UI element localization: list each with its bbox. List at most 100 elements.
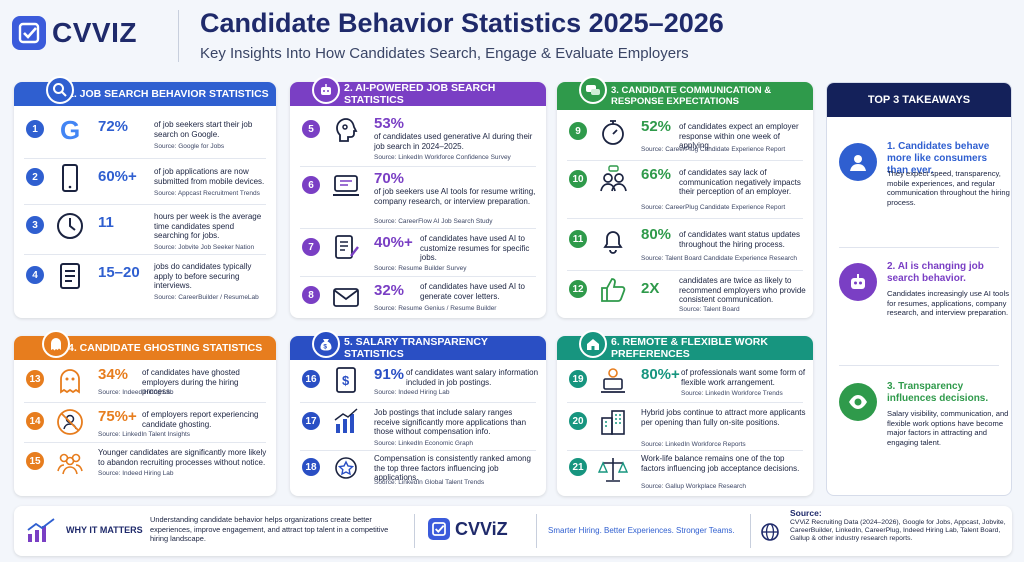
robot-icon bbox=[839, 263, 877, 301]
section-title: 2. AI-POWERED JOB SEARCH STATISTICS bbox=[344, 82, 496, 106]
salary-document-icon: $ bbox=[330, 364, 362, 396]
search-icon bbox=[46, 76, 74, 104]
stat-description: of employers report experiencing candida… bbox=[142, 410, 259, 429]
stat-source: Source: Resume Builder Survey bbox=[374, 265, 467, 272]
divider bbox=[300, 402, 536, 403]
item-number: 10 bbox=[569, 170, 587, 188]
takeaways-title: TOP 3 TAKEAWAYS bbox=[827, 83, 1011, 117]
why-it-matters-title: WHY IT MATTERS bbox=[66, 525, 143, 535]
stat-description: Hybrid jobs continue to attract more app… bbox=[641, 408, 806, 427]
stat-description: of candidates expect an employer respons… bbox=[679, 122, 799, 151]
stat-value: 11 bbox=[98, 214, 114, 231]
divider bbox=[24, 402, 266, 403]
bell-icon bbox=[597, 224, 629, 256]
stat-description: of candidates used generative AI during … bbox=[374, 132, 533, 151]
stat-description: of candidates want salary information in… bbox=[406, 368, 539, 387]
item-number: 1 bbox=[26, 120, 44, 138]
item-number: 14 bbox=[26, 412, 44, 430]
stat-source: Source: Talent Board bbox=[679, 306, 740, 313]
balance-scale-icon bbox=[597, 454, 629, 486]
robot-icon bbox=[312, 76, 340, 104]
divider bbox=[750, 514, 751, 548]
divider bbox=[24, 204, 266, 205]
stat-value: 80% bbox=[641, 226, 672, 243]
brand-logo: CVVIZ bbox=[12, 16, 137, 50]
item-number: 8 bbox=[302, 286, 320, 304]
footer: WHY IT MATTERS Understanding candidate b… bbox=[14, 506, 1012, 556]
stat-source: Source: Talent Board Candidate Experienc… bbox=[641, 255, 797, 262]
stat-source: Source: Indeed Hiring Lab bbox=[98, 470, 174, 477]
divider bbox=[567, 402, 803, 403]
stat-description: of candidates have ghosted employers dur… bbox=[142, 368, 240, 397]
svg-text:G: G bbox=[60, 115, 80, 145]
person-icon bbox=[839, 143, 877, 181]
stat-description: of candidates say lack of communication … bbox=[679, 168, 801, 197]
logo-check-icon bbox=[12, 16, 46, 50]
stat-description: candidates are twice as likely to recomm… bbox=[679, 276, 806, 305]
remote-worker-icon bbox=[597, 364, 629, 396]
logo-check-icon bbox=[428, 518, 450, 540]
header-divider bbox=[178, 10, 179, 62]
divider bbox=[24, 254, 266, 255]
takeaway-title: 2. AI is changing job search behavior. bbox=[887, 261, 984, 284]
document-list-icon bbox=[54, 260, 86, 292]
resume-edit-icon bbox=[330, 232, 362, 264]
eye-icon bbox=[839, 383, 877, 421]
divider bbox=[300, 228, 536, 229]
ai-brain-icon bbox=[330, 114, 362, 146]
top-takeaways-panel: TOP 3 TAKEAWAYS 1. Candidates behave mor… bbox=[826, 82, 1012, 496]
divider bbox=[24, 158, 266, 159]
takeaway-description: Salary visibility, communication, and fl… bbox=[887, 409, 1009, 447]
envelope-icon bbox=[330, 280, 362, 312]
divider bbox=[567, 270, 803, 271]
chat-bubbles-icon bbox=[579, 76, 607, 104]
takeaway-description: They expect speed, transparency, mobile … bbox=[887, 169, 1010, 207]
star-badge-icon bbox=[330, 454, 362, 486]
footer-logo: CVViZ bbox=[428, 518, 508, 540]
takeaway-description: Candidates increasingly use AI tools for… bbox=[887, 289, 1009, 318]
item-number: 12 bbox=[569, 280, 587, 298]
source-text: CVViZ Recruiting Data (2024–2026), Googl… bbox=[790, 519, 1006, 543]
stat-value: 2X bbox=[641, 280, 660, 297]
item-number: 4 bbox=[26, 266, 44, 284]
globe-icon bbox=[760, 522, 780, 547]
page-title: Candidate Behavior Statistics 2025–2026 bbox=[200, 8, 724, 38]
ghost-icon bbox=[54, 364, 86, 396]
stat-value: 91% bbox=[374, 366, 405, 383]
divider bbox=[300, 166, 536, 167]
section-job-search-behavior: 1. JOB SEARCH BEHAVIOR STATISTICS 1 G 72… bbox=[14, 76, 276, 318]
stat-value: 75%+ bbox=[98, 408, 137, 425]
section-remote-flexible-work: 6. REMOTE & FLEXIBLE WORK PREFERENCES 19… bbox=[557, 330, 813, 496]
divider bbox=[300, 450, 536, 451]
tagline: Smarter Hiring. Better Experiences. Stro… bbox=[548, 526, 735, 535]
stopwatch-icon bbox=[597, 116, 629, 148]
item-number: 20 bbox=[569, 412, 587, 430]
stat-description: Younger candidates are significantly mor… bbox=[98, 448, 267, 467]
source-title: Source: bbox=[790, 508, 822, 518]
stat-value: 40%+ bbox=[374, 234, 413, 251]
stat-description: of professionals want some form of flexi… bbox=[681, 368, 806, 387]
item-number: 5 bbox=[302, 120, 320, 138]
people-chat-icon bbox=[597, 164, 629, 196]
stat-description: of candidates have used AI to customize … bbox=[420, 234, 530, 263]
item-number: 21 bbox=[569, 458, 587, 476]
item-number: 6 bbox=[302, 176, 320, 194]
stat-source: Source: LinkedIn Workforce Reports bbox=[641, 441, 746, 448]
stat-description: of candidates want status updates throug… bbox=[679, 230, 800, 249]
takeaway-title: 3. Transparency influences decisions. bbox=[887, 381, 989, 404]
money-bag-icon: $ bbox=[312, 330, 340, 358]
stat-source: Source: Indeed Hiring Lab bbox=[374, 389, 450, 396]
item-number: 18 bbox=[302, 458, 320, 476]
takeaway-title: 1. Candidates behave more like consumers… bbox=[887, 141, 990, 176]
stat-source: Source: LinkedIn Workforce Trends bbox=[681, 390, 783, 397]
item-number: 7 bbox=[302, 238, 320, 256]
stat-value: 66% bbox=[641, 166, 672, 183]
growth-chart-icon bbox=[26, 518, 56, 549]
group-icon bbox=[54, 446, 86, 478]
stat-source: Source: CareerPlug Candidate Experience … bbox=[641, 146, 786, 153]
divider bbox=[839, 247, 999, 248]
section-title: 5. SALARY TRANSPARENCY STATISTICS bbox=[344, 336, 488, 360]
office-building-icon bbox=[597, 406, 629, 438]
header: CVVIZ Candidate Behavior Statistics 2025… bbox=[0, 0, 1024, 74]
